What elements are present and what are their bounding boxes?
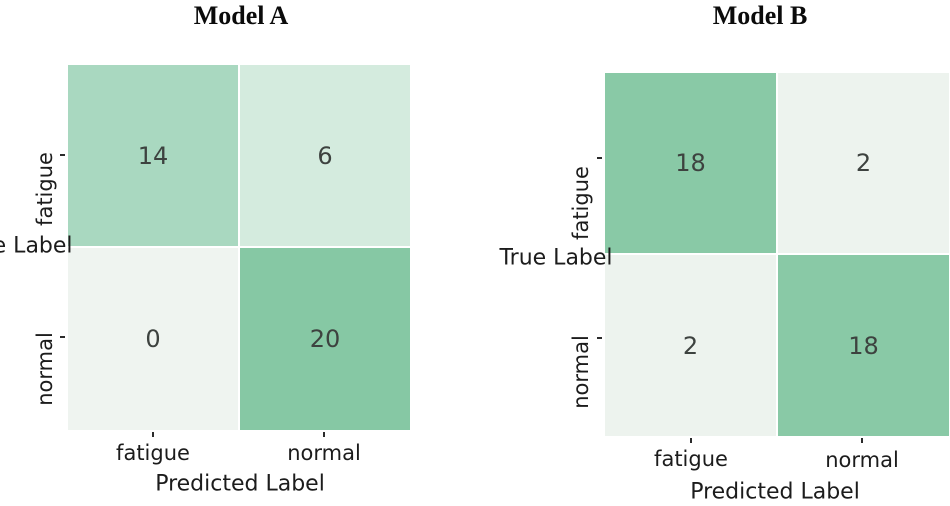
heatmap-cell: 18 (778, 255, 949, 436)
x-axis-title: Predicted Label (690, 479, 860, 505)
heatmap-cell: 20 (240, 248, 410, 430)
y-tick-label-normal: normal (569, 335, 593, 409)
chart-title: Model B (712, 1, 808, 30)
x-tick-mark (861, 438, 863, 443)
y-axis-title: True Label (0, 233, 73, 259)
x-axis-title: Predicted Label (155, 471, 325, 497)
y-tick-mark (597, 157, 602, 159)
y-tick-label-fatigue: fatigue (569, 166, 593, 240)
heatmap-cell: 2 (605, 255, 776, 436)
x-tick-label-fatigue: fatigue (654, 447, 728, 471)
heatmap-grid: 18 2 2 18 (605, 73, 949, 436)
heatmap-cell: 0 (68, 248, 238, 430)
x-tick-label-fatigue: fatigue (116, 441, 190, 465)
heatmap-cell: 14 (68, 65, 238, 246)
x-tick-mark (323, 432, 325, 437)
chart-title: Model A (193, 1, 289, 30)
y-axis-title: True Label (499, 245, 613, 271)
heatmap-cell: 6 (240, 65, 410, 246)
heatmap-cell: 2 (778, 73, 949, 253)
y-tick-mark (60, 336, 65, 338)
y-tick-mark (60, 154, 65, 156)
y-tick-mark (597, 337, 602, 339)
x-tick-mark (152, 432, 154, 437)
x-tick-label-normal: normal (287, 441, 361, 465)
heatmap-cell: 18 (605, 73, 776, 253)
x-tick-label-normal: normal (825, 448, 899, 472)
heatmap-grid: 14 6 0 20 (68, 65, 410, 430)
x-tick-mark (690, 438, 692, 443)
